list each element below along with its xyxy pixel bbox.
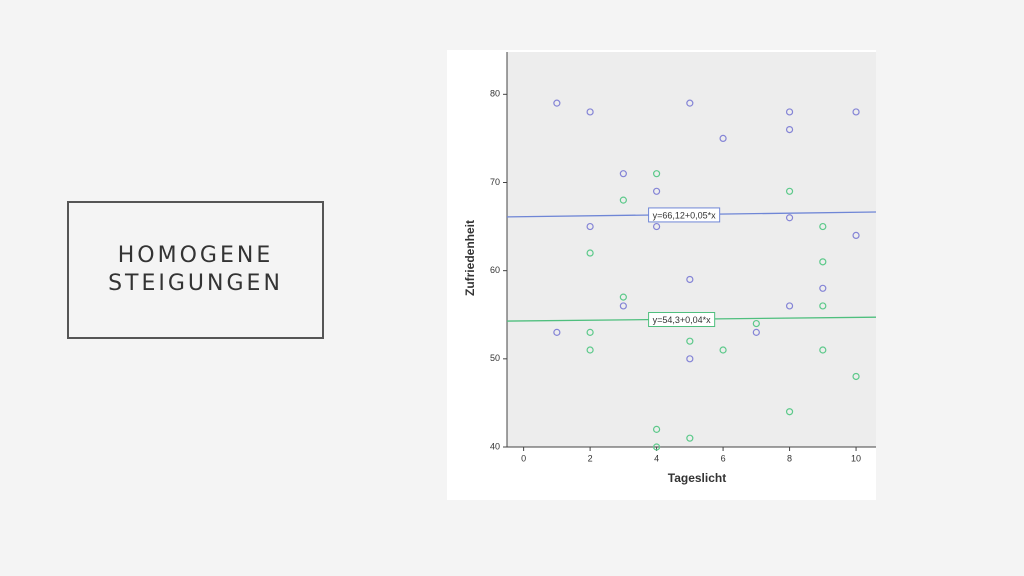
point	[852, 231, 860, 239]
point	[752, 319, 760, 328]
point	[719, 134, 727, 143]
fit-label-box	[648, 312, 716, 328]
point	[785, 302, 794, 310]
point	[819, 302, 827, 310]
point	[686, 434, 694, 442]
point	[819, 346, 827, 354]
point	[785, 408, 794, 416]
y-tick-label: 40	[490, 441, 500, 451]
point	[819, 284, 827, 292]
slide-title: HOMOGENE STEIGUNGEN	[108, 243, 283, 296]
point	[586, 249, 594, 257]
point	[619, 196, 627, 204]
point	[785, 214, 794, 222]
point	[852, 372, 860, 381]
point	[619, 293, 627, 301]
plot-area	[507, 52, 876, 447]
point	[785, 125, 794, 134]
point	[686, 275, 694, 284]
point	[652, 425, 661, 433]
point	[652, 443, 661, 451]
y-tick-label: 80	[490, 89, 500, 99]
point	[652, 187, 661, 195]
point	[686, 355, 694, 363]
point	[553, 99, 561, 107]
point	[819, 258, 827, 266]
x-tick-label: 2	[588, 453, 593, 463]
point	[586, 328, 594, 336]
point	[586, 346, 594, 354]
point	[619, 170, 627, 178]
x-tick-label: 0	[521, 453, 526, 463]
x-tick-label: 10	[851, 453, 861, 463]
x-tick-label: 4	[654, 453, 659, 463]
point	[852, 108, 860, 116]
point	[619, 302, 627, 310]
point	[686, 99, 694, 107]
title-box: HOMOGENE STEIGUNGEN	[67, 201, 324, 339]
y-tick-label: 70	[490, 177, 500, 187]
x-axis-label: Tageslicht	[668, 471, 726, 485]
point	[586, 108, 594, 116]
point	[785, 187, 794, 195]
point	[819, 222, 827, 231]
point	[652, 222, 661, 231]
point	[553, 328, 561, 336]
y-axis-label: Zufriedenheit	[463, 220, 477, 296]
point	[752, 328, 760, 336]
x-tick-label: 8	[787, 453, 792, 463]
y-tick-label: 50	[490, 353, 500, 363]
fit-label-box	[648, 207, 721, 223]
x-tick-label: 6	[721, 453, 726, 463]
point	[785, 108, 794, 116]
point	[652, 170, 661, 178]
point	[719, 346, 727, 354]
y-tick-label: 60	[490, 265, 500, 275]
point	[586, 222, 594, 231]
fit-label: y=54,3+0,04*x	[653, 315, 712, 325]
point	[686, 337, 694, 345]
fit-label: y=66,12+0,05*x	[653, 210, 717, 220]
